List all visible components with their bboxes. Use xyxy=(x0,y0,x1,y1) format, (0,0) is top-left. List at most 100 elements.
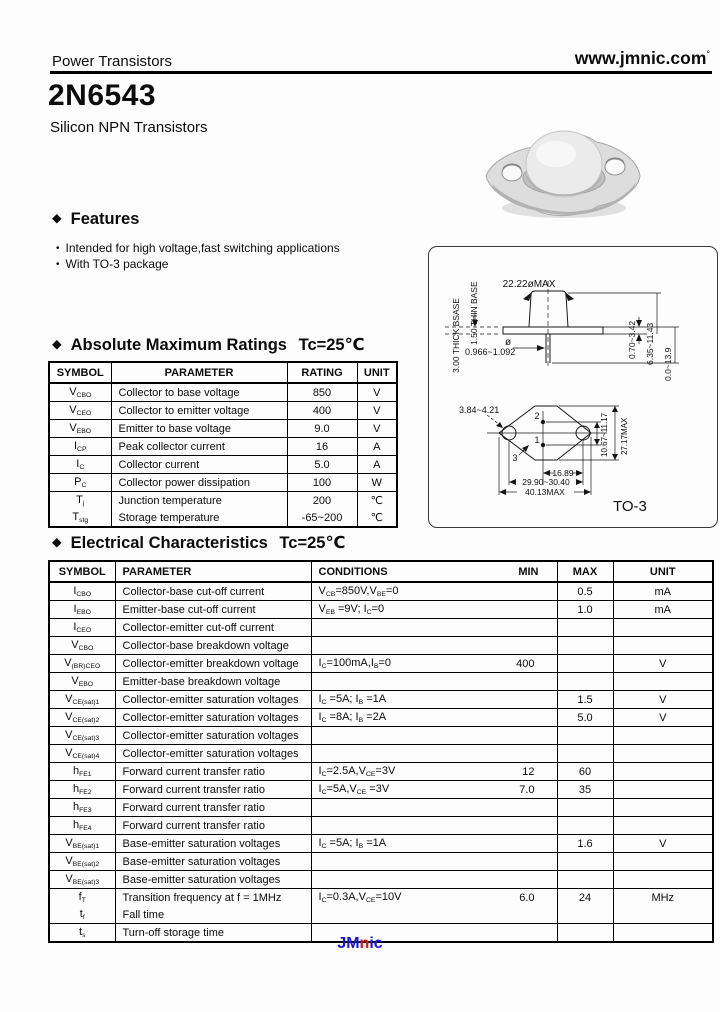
website-text[interactable]: www.jmnic.com xyxy=(574,48,707,68)
cell-rating: 16 xyxy=(286,437,357,456)
cell-cond: IC=5A,VCE =3V xyxy=(310,780,461,799)
dim-flange-thickness: 0.70~3.42 xyxy=(627,321,637,359)
cell-max xyxy=(556,636,613,655)
cell-param: Base-emitter saturation voltages xyxy=(114,870,311,889)
ec-heading: ◆ Electrical Characteristics Tc=25℃ xyxy=(52,533,345,553)
cell-cond xyxy=(310,923,461,942)
cell-min xyxy=(461,581,557,601)
cell-param: Emitter-base breakdown voltage xyxy=(114,672,311,691)
cell-max xyxy=(556,618,613,637)
cell-cond xyxy=(310,672,461,691)
feature-text: Intended for high voltage,fast switching… xyxy=(65,241,340,255)
cell-unit xyxy=(612,636,713,655)
cell-sym: VCE(sat)3 xyxy=(49,726,115,745)
cell-rating: -65~200 xyxy=(286,509,357,527)
cell-sym: VEBO xyxy=(49,419,111,438)
cell-sym: VBE(sat)1 xyxy=(49,834,115,853)
cell-param: Peak collector current xyxy=(110,437,287,456)
column-header: PARAMETER xyxy=(110,362,287,384)
pin2-label: 2 xyxy=(534,411,539,421)
cell-rating: 850 xyxy=(286,382,357,402)
cell-unit xyxy=(612,726,713,745)
cell-min xyxy=(461,816,557,835)
cell-sym: tf xyxy=(79,908,85,921)
cell-sym: Tstg xyxy=(72,511,89,524)
cell-sym: hFE3 xyxy=(49,798,115,817)
cell-unit: V xyxy=(356,382,397,402)
cell-param: Transition frequency at f = 1MHz xyxy=(114,888,311,906)
cell-param: Collector current xyxy=(110,455,287,474)
table-row: IEBO Emitter-base cut-off current VEB =9V;… xyxy=(49,600,713,619)
cell-unit xyxy=(612,672,713,691)
cell-min xyxy=(461,870,557,889)
table-row: ts Turn-off storage time xyxy=(49,923,713,942)
cell-param: Collector-emitter saturation voltages xyxy=(114,726,311,745)
feature-text: With TO-3 package xyxy=(65,257,169,271)
cell-min xyxy=(461,906,557,924)
cell-max xyxy=(556,852,613,871)
cell-param: Forward current transfer ratio xyxy=(114,780,311,799)
cell-param: Forward current transfer ratio xyxy=(114,762,311,781)
website-link[interactable]: www.jmnic.com° xyxy=(575,48,710,69)
cell-min xyxy=(461,744,557,763)
column-header: SYMBOL xyxy=(49,362,111,384)
table-row: hFE3 Forward current transfer ratio xyxy=(49,798,713,817)
cell-unit: W xyxy=(356,473,397,492)
table-row: Tstg Storage temperature -65~200 ℃ xyxy=(49,509,397,527)
cell-unit: V xyxy=(612,834,713,853)
dim-flange-height: 27.17MAX xyxy=(620,417,629,455)
cell-min: 6.0 xyxy=(461,888,557,906)
cell-sym: ICP xyxy=(49,437,111,456)
cell-cond xyxy=(310,906,461,924)
table-row: PC Collector power dissipation 100 W xyxy=(49,473,397,492)
cell-cond: IC =5A; IB =1A xyxy=(310,834,461,853)
cell-sym: VCBO xyxy=(49,636,115,655)
table-row: fT Transition frequency at f = 1MHz IC=0.3… xyxy=(49,888,713,906)
cell-unit: mA xyxy=(612,600,713,619)
cell-max: 0.5 xyxy=(556,581,613,601)
table-row: VCBO Collector-base breakdown voltage xyxy=(49,636,713,655)
column-header: UNIT xyxy=(612,561,713,583)
package-name: TO-3 xyxy=(613,498,647,515)
cell-max: 1.0 xyxy=(556,600,613,619)
diameter-symbol: ø xyxy=(505,337,511,348)
dim-pin-pitch: 10.67~11.17 xyxy=(600,412,609,457)
ec-title: Electrical Characteristics xyxy=(70,534,268,552)
cell-cond: IC =5A; IB =1A xyxy=(310,690,461,709)
table-row: VBE(sat)2 Base-emitter saturation voltage… xyxy=(49,852,713,871)
cell-sym: ICBO xyxy=(49,581,115,601)
cell-max: 60 xyxy=(556,762,613,781)
cell-param: Collector-base cut-off current xyxy=(114,581,311,601)
cell-rating: 9.0 xyxy=(286,419,357,438)
cell-max: 24 xyxy=(556,888,613,906)
cell-cond: IC =8A; IB =2A xyxy=(310,708,461,727)
cell-param: Collector-emitter saturation voltages xyxy=(114,744,311,763)
mount-hole-right xyxy=(604,158,626,176)
cell-sym: fT xyxy=(49,888,115,906)
cell-param: Turn-off storage time xyxy=(114,923,311,942)
cell-min xyxy=(461,834,557,853)
table-row: VCE(sat)2 Collector-emitter saturation vo… xyxy=(49,708,713,727)
cell-max: 5.0 xyxy=(556,708,613,727)
column-header: PARAMETER xyxy=(114,561,311,583)
cell-sym: IEBO xyxy=(49,600,115,619)
amr-heading: ◆ Absolute Maximum Ratings Tc=25℃ xyxy=(52,335,365,355)
cell-param: Collector-emitter breakdown voltage xyxy=(114,654,311,673)
header-rule xyxy=(50,71,712,74)
pin1-label: 1 xyxy=(534,435,539,445)
table-row: VCE(sat)4 Collector-emitter saturation vo… xyxy=(49,744,713,763)
table-row: VEBO Emitter-base breakdown voltage xyxy=(49,672,713,691)
column-header: RATING xyxy=(286,362,357,384)
cell-max xyxy=(556,816,613,835)
cell-sym: VBE(sat)2 xyxy=(49,852,115,871)
cell-unit: MHz xyxy=(612,888,713,906)
cell-min xyxy=(461,690,557,709)
cell-min xyxy=(461,726,557,745)
cell-param: Collector-emitter cut-off current xyxy=(114,618,311,637)
cell-sym: hFE1 xyxy=(49,762,115,781)
cell-unit xyxy=(612,618,713,637)
cell-param: Base-emitter saturation voltages xyxy=(114,834,311,853)
diamond-icon: ◆ xyxy=(52,211,62,225)
dim-center-to-hole: 16.89 xyxy=(552,468,574,478)
